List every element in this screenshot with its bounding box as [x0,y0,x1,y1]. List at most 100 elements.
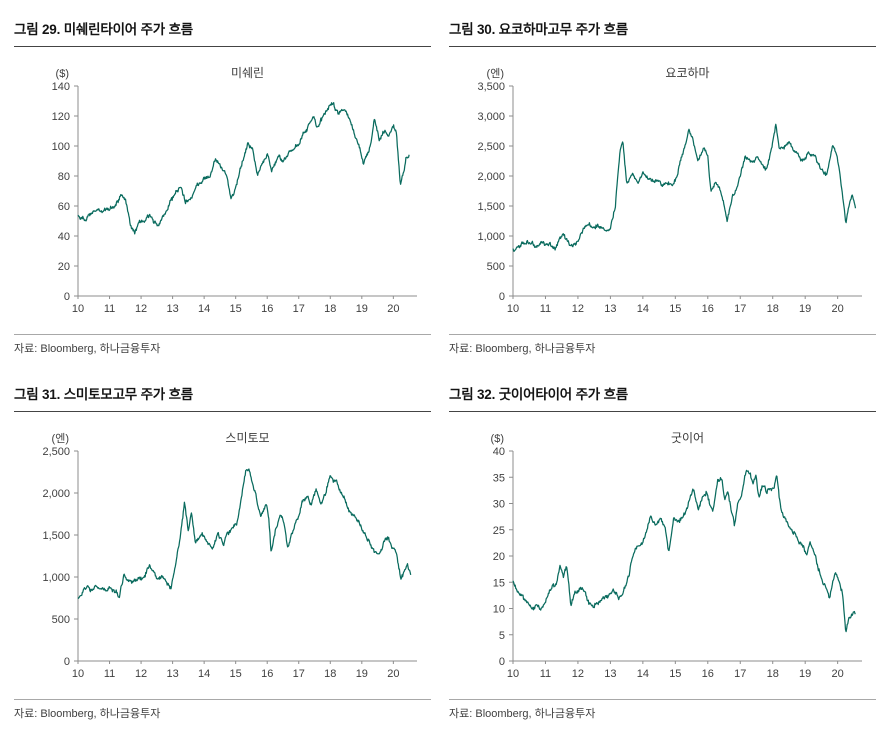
x-tick-label: 14 [198,303,210,315]
y-tick-label: 40 [58,231,70,243]
x-tick-label: 12 [572,303,584,315]
x-tick-label: 18 [324,303,336,315]
x-tick-label: 10 [72,303,84,315]
figure-30-heading: 그림 30. 요코하마고무 주가 흐름 [449,14,876,47]
x-tick-label: 16 [261,303,273,315]
y-tick-label: 10 [493,604,505,616]
y-tick-label: 500 [487,261,505,273]
figure-31-source: 자료: Bloomberg, 하나금융투자 [14,699,431,721]
figure-31-sumitomo: 그림 31. 스미토모고무 주가 흐름 (엔) 스미토모 0 500 1,000 1,50… [14,379,431,721]
chart-title: 요코하마 [665,66,709,80]
price-line [512,123,857,252]
y-tick-label: 2,500 [42,446,70,458]
x-tick-label: 17 [734,668,746,680]
x-tick-label: 13 [604,303,616,315]
y-tick-label: 3,000 [477,111,505,123]
axes [77,451,417,662]
figure-29-source: 자료: Bloomberg, 하나금융투자 [14,334,431,356]
chart-canvas: (엔) 스미토모 0 500 1,000 1,500 2,000 2,500 10 11 12 13 1… [42,431,417,680]
y-tick-label: 25 [493,525,505,537]
x-tick-label: 14 [637,668,649,680]
y-tick-label: 2,000 [477,171,505,183]
y-tick-label: 35 [493,472,505,484]
x-tick-label: 17 [734,303,746,315]
x-tick-label: 11 [104,303,115,315]
x-tick-label: 16 [702,668,714,680]
y-tick-label: 140 [52,81,70,93]
x-tick-label: 11 [540,303,551,315]
y-tick-label: 0 [499,656,505,668]
y-tick-label: 1,000 [477,231,505,243]
x-tick-label: 19 [799,303,811,315]
x-tick-label: 16 [702,303,714,315]
figure-31-heading: 그림 31. 스미토모고무 주가 흐름 [14,379,431,412]
y-tick-label: 60 [58,201,70,213]
y-tick-label: 120 [52,111,70,123]
axes [512,451,862,662]
x-tick-label: 10 [507,668,519,680]
x-tick-label: 14 [637,303,649,315]
x-tick-label: 13 [166,668,178,680]
x-tick-label: 20 [387,668,399,680]
y-tick-label: 0 [499,291,505,303]
michelin-price-chart: ($) 미쉐린 0 20 40 60 80 100 120 140 10 11 12 13 14 15 16 17… [14,47,431,334]
axis-unit-label: ($) [491,433,504,445]
x-tick-label: 10 [72,668,84,680]
x-tick-label: 14 [198,668,210,680]
x-tick-label: 12 [572,668,584,680]
chart-canvas: ($) 미쉐린 0 20 40 60 80 100 120 140 10 11 12 13 14 15 16 17… [52,66,417,315]
x-tick-label: 15 [669,668,681,680]
y-tick-label: 1,000 [42,572,70,584]
chart-canvas: ($) 굿이어 0 5 10 15 20 25 30 35 40 10 11 12 13 14 15 16 17 18… [491,431,862,680]
chart-title: 굿이어 [671,431,704,445]
price-line [512,469,856,633]
y-tick-label: 80 [58,171,70,183]
figure-32-source: 자료: Bloomberg, 하나금융투자 [449,699,876,721]
chart-title: 스미토모 [225,431,269,445]
x-tick-label: 18 [767,303,779,315]
x-tick-label: 17 [293,303,305,315]
y-tick-label: 1,500 [477,201,505,213]
x-tick-label: 15 [230,303,242,315]
figure-32-goodyear: 그림 32. 굿이어타이어 주가 흐름 ($) 굿이어 0 5 10 15 20 25 30 35… [449,379,876,721]
x-tick-label: 11 [540,668,551,680]
y-tick-label: 1,500 [42,530,70,542]
x-tick-label: 15 [230,668,242,680]
x-tick-label: 10 [507,303,519,315]
y-tick-label: 0 [64,656,70,668]
y-tick-label: 2,000 [42,488,70,500]
price-line [77,102,410,235]
figure-30-source: 자료: Bloomberg, 하나금융투자 [449,334,876,356]
x-tick-label: 11 [104,668,115,680]
figure-29-michelin: 그림 29. 미쉐린타이어 주가 흐름 ($) 미쉐린 0 20 40 60 80 100 12… [14,14,431,356]
y-tick-label: 100 [52,141,70,153]
axis-unit-label: (엔) [487,67,504,80]
y-tick-label: 500 [52,614,70,626]
chart-title: 미쉐린 [231,66,264,80]
y-tick-label: 30 [493,499,505,511]
y-tick-label: 15 [493,577,505,589]
y-tick-label: 5 [499,630,505,642]
x-tick-label: 13 [604,668,616,680]
y-tick-label: 2,500 [477,141,505,153]
yokohama-price-chart: (엔) 요코하마 0 500 1,000 1,500 2,000 2,500 3,000 3,50… [449,47,876,334]
y-tick-label: 0 [64,291,70,303]
sumitomo-price-chart: (엔) 스미토모 0 500 1,000 1,500 2,000 2,500 10 11 12 13 1… [14,412,431,699]
figure-30-yokohama: 그림 30. 요코하마고무 주가 흐름 (엔) 요코하마 0 500 1,000 1,50… [449,14,876,356]
y-tick-label: 20 [58,261,70,273]
axis-unit-label: (엔) [52,432,69,445]
x-tick-label: 17 [293,668,305,680]
x-tick-label: 13 [166,303,178,315]
axis-unit-label: ($) [56,68,69,80]
figure-29-heading: 그림 29. 미쉐린타이어 주가 흐름 [14,14,431,47]
price-line [77,468,412,599]
x-tick-label: 12 [135,668,147,680]
x-tick-label: 18 [767,668,779,680]
x-tick-label: 19 [799,668,811,680]
y-tick-label: 40 [493,446,505,458]
axes [77,86,417,297]
y-tick-label: 3,500 [477,81,505,93]
x-tick-label: 12 [135,303,147,315]
chart-canvas: (엔) 요코하마 0 500 1,000 1,500 2,000 2,500 3,000 3,50… [477,66,862,315]
